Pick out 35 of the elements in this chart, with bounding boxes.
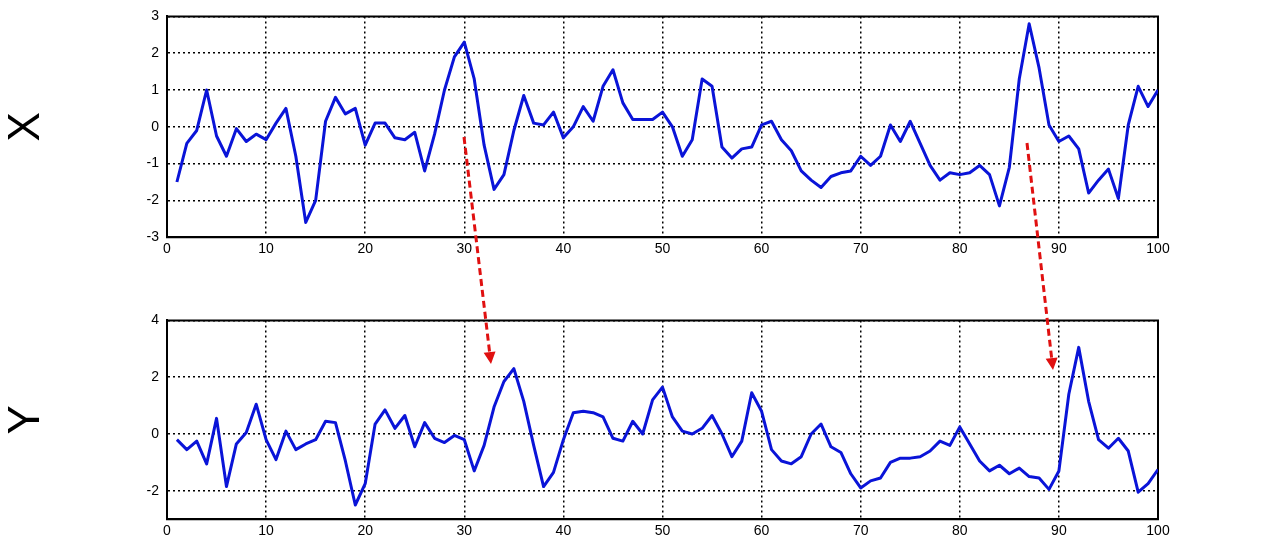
x-tick-label: 30: [456, 522, 473, 539]
y-tick-label: 0: [151, 117, 160, 134]
y-tick-label: -3: [146, 228, 160, 245]
y-tick-label: 2: [151, 44, 160, 61]
x-tick-label: 10: [258, 522, 275, 539]
y-axis-title: X: [0, 112, 48, 142]
x-tick-label: 90: [1051, 522, 1067, 539]
y-tick-label: 0: [151, 424, 160, 441]
x-tick-label: 100: [1146, 522, 1170, 539]
x-tick-label: 70: [852, 522, 869, 539]
x-tick-label: 50: [654, 522, 671, 539]
y-tick-label: -2: [146, 191, 160, 208]
x-tick-label: 10: [258, 240, 275, 257]
x-tick-label: 60: [753, 240, 770, 257]
x-tick-label: 80: [952, 240, 968, 257]
x-tick-label: 90: [1051, 240, 1067, 257]
y-tick-label: 2: [151, 368, 160, 385]
x-tick-label: 50: [654, 240, 671, 257]
x-tick-label: 100: [1146, 240, 1170, 257]
x-tick-label: 80: [952, 522, 968, 539]
x-tick-label: 40: [555, 240, 572, 257]
x-tick-label: 0: [163, 522, 172, 539]
x-tick-label: 30: [456, 240, 473, 257]
x-tick-label: 60: [753, 522, 770, 539]
x-tick-label: 20: [357, 240, 374, 257]
y-tick-label: -1: [146, 154, 160, 171]
y-tick-label: -2: [146, 481, 160, 498]
x-tick-label: 20: [357, 522, 374, 539]
y-axis-title: Y: [0, 405, 48, 435]
y-tick-label: 3: [151, 7, 160, 24]
x-tick-label: 0: [163, 240, 172, 257]
x-tick-label: 70: [852, 240, 869, 257]
y-tick-label: 1: [151, 80, 160, 97]
x-tick-label: 40: [555, 522, 572, 539]
y-tick-label: 4: [151, 311, 160, 328]
